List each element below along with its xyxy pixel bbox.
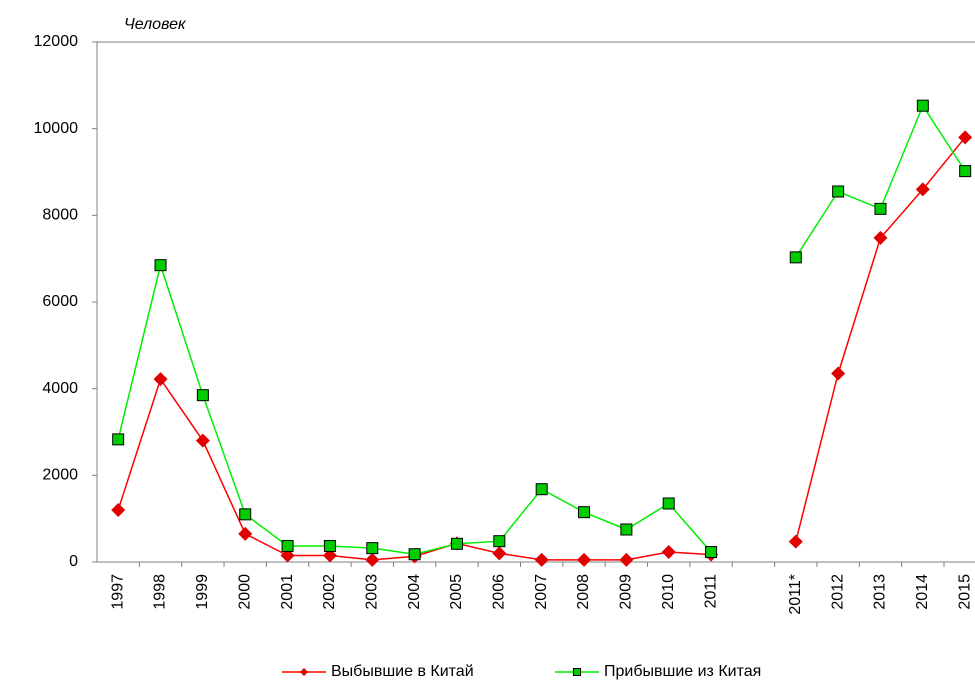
data-point bbox=[365, 552, 380, 567]
x-tick-label: 2012 bbox=[829, 574, 846, 610]
legend-label: Прибывшие из Китая bbox=[604, 663, 761, 680]
data-point bbox=[832, 185, 845, 198]
x-tick-label: 1999 bbox=[194, 574, 211, 610]
data-point bbox=[366, 542, 379, 555]
data-point bbox=[873, 230, 888, 245]
x-tick-label: 2002 bbox=[321, 574, 338, 610]
x-tick-label: 2008 bbox=[575, 574, 592, 610]
data-point bbox=[788, 534, 803, 549]
y-tick-label: 4000 bbox=[42, 380, 78, 397]
x-tick-label: 2001 bbox=[279, 574, 296, 610]
data-point bbox=[789, 251, 802, 264]
data-point bbox=[154, 259, 167, 272]
data-point bbox=[111, 503, 126, 517]
data-point bbox=[915, 182, 930, 197]
data-point bbox=[874, 202, 887, 215]
data-point bbox=[662, 497, 675, 510]
data-point bbox=[196, 389, 209, 402]
legend-label: Выбывшие в Китай bbox=[331, 663, 474, 680]
y-tick-label: 10000 bbox=[34, 120, 79, 137]
x-tick-label: 2009 bbox=[618, 574, 635, 610]
x-tick-label: 2006 bbox=[491, 574, 508, 610]
data-point bbox=[195, 433, 210, 448]
y-tick-label: 2000 bbox=[42, 467, 78, 484]
data-point bbox=[408, 548, 421, 561]
data-point bbox=[153, 372, 168, 387]
y-axis-label: Человек bbox=[124, 16, 187, 33]
data-point bbox=[323, 539, 336, 552]
data-point bbox=[112, 433, 125, 446]
data-point bbox=[492, 546, 507, 561]
x-tick-label: 2004 bbox=[406, 574, 423, 610]
data-point bbox=[916, 99, 929, 112]
x-tick-label: 2015 bbox=[956, 574, 973, 610]
data-point bbox=[578, 506, 591, 519]
data-point bbox=[619, 552, 634, 567]
data-point bbox=[959, 165, 972, 178]
x-tick-label: 1997 bbox=[109, 574, 126, 610]
y-tick-label: 12000 bbox=[34, 33, 79, 50]
data-point bbox=[322, 548, 337, 563]
x-tick-label: 2003 bbox=[363, 574, 380, 610]
data-point bbox=[238, 526, 253, 541]
data-point bbox=[450, 537, 463, 550]
data-point bbox=[535, 483, 548, 496]
legend-marker bbox=[573, 668, 581, 676]
data-point bbox=[239, 508, 252, 521]
data-point bbox=[577, 552, 592, 567]
x-tick-label: 2011* bbox=[787, 574, 804, 615]
x-tick-label: 2010 bbox=[660, 574, 677, 610]
x-tick-label: 2013 bbox=[872, 574, 889, 610]
data-point bbox=[281, 539, 294, 552]
x-tick-label: 1998 bbox=[152, 574, 169, 610]
data-point bbox=[705, 546, 718, 559]
y-tick-label: 6000 bbox=[42, 293, 78, 310]
data-point bbox=[831, 366, 846, 381]
x-tick-label: 2014 bbox=[914, 574, 931, 610]
data-point bbox=[620, 523, 633, 536]
data-point bbox=[493, 535, 506, 548]
y-tick-label: 8000 bbox=[42, 207, 78, 224]
y-tick-label: 0 bbox=[69, 553, 78, 570]
data-point bbox=[958, 130, 973, 145]
legend-marker bbox=[300, 668, 308, 676]
data-point bbox=[661, 545, 676, 560]
data-point bbox=[534, 552, 549, 567]
x-tick-label: 2000 bbox=[236, 574, 253, 610]
x-tick-label: 2007 bbox=[533, 574, 550, 610]
x-tick-label: 2005 bbox=[448, 574, 465, 610]
series-line bbox=[117, 136, 966, 561]
x-tick-label: 2011 bbox=[702, 574, 719, 609]
data-point bbox=[280, 548, 295, 563]
